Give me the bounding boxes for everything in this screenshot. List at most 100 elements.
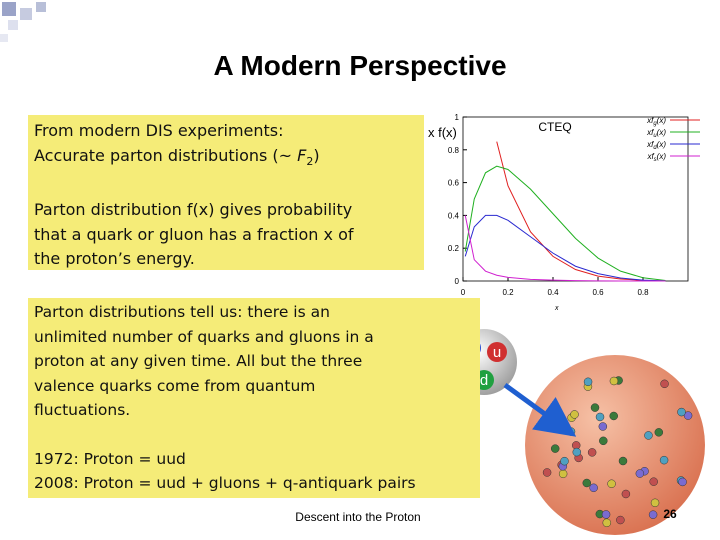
legend-label: xfu(x) (646, 128, 666, 139)
parton (648, 510, 658, 519)
text-line: Parton distribution f(x) gives probabili… (34, 200, 353, 220)
text-box: Parton distributions tell us: there is a… (28, 298, 480, 498)
legend-text: u (653, 133, 657, 139)
chart-title: CTEQ (538, 120, 571, 134)
parton (601, 510, 611, 519)
text-box: From modern DIS experiments: Accurate pa… (28, 115, 424, 270)
legend-text: xf (646, 140, 654, 149)
x-axis-label: x (554, 305, 559, 312)
quark (487, 342, 507, 362)
text-line: the proton’s energy. (34, 249, 195, 269)
series-line (496, 141, 666, 282)
series-line (464, 165, 666, 282)
parton (590, 403, 600, 412)
parton (609, 376, 619, 386)
decor-square (2, 2, 16, 16)
parton (683, 411, 693, 420)
legend-text: xf (646, 152, 654, 161)
text-line: valence quarks come from quantum (34, 376, 316, 395)
text-line: proton at any given time. All but the th… (34, 352, 363, 370)
parton (678, 477, 687, 487)
parton (660, 379, 669, 389)
parton (602, 518, 612, 528)
y-tick-label: 0.4 (448, 211, 460, 220)
quark-label: u (493, 344, 501, 361)
decor-square (36, 2, 46, 12)
legend-text: xf (646, 116, 654, 125)
parton (550, 444, 560, 453)
parton (659, 455, 669, 465)
parton (558, 469, 568, 479)
footer: Descent into the Proton (295, 510, 420, 524)
text-line: that a quark or gluon has a fraction x o… (34, 224, 354, 244)
text: ) (313, 145, 320, 165)
paragraph: Parton distributions tell us: there is a… (34, 300, 480, 423)
y-tick-label: 0 (455, 277, 460, 286)
y-tick-label: 0.8 (448, 146, 460, 155)
y-tick-label: 0.6 (448, 179, 460, 188)
legend-label: xfd(x) (646, 140, 666, 151)
parton (677, 407, 686, 417)
text-line: 1972: Proton = uud (34, 449, 186, 468)
series-line (464, 214, 666, 282)
parton (650, 498, 660, 508)
parton (654, 428, 664, 437)
text: Accurate parton distributions (~ (34, 145, 298, 165)
text-line: fluctuations. (34, 401, 131, 419)
legend-text: (x) (657, 128, 667, 137)
parton (618, 456, 628, 466)
title: A Modern Perspective (213, 50, 507, 81)
y-tick-label: 0.2 (448, 244, 460, 253)
legend-text: xf (646, 128, 654, 137)
legend-text: (x) (657, 140, 667, 149)
text: F (297, 145, 307, 165)
legend-text: (x) (657, 152, 667, 161)
text: 2 (306, 154, 314, 168)
parton (644, 431, 653, 440)
parton (635, 469, 645, 478)
parton (572, 447, 582, 457)
decor-square (8, 20, 18, 30)
legend-text: s (654, 157, 657, 163)
x-tick-label: 0 (461, 288, 466, 297)
legend-label: xfs(x) (646, 152, 666, 163)
decor-square (0, 34, 8, 42)
parton (566, 427, 576, 436)
text-line: Parton distributions tell us: there is a… (34, 303, 330, 321)
y-axis-label: x f(x) (428, 125, 457, 140)
parton (598, 422, 608, 431)
parton (607, 479, 616, 489)
parton (587, 448, 597, 457)
decor-square (20, 8, 32, 20)
parton (595, 412, 605, 422)
legend-label: xfg(x) (646, 116, 666, 127)
parton (583, 377, 593, 387)
legend-text: d (653, 145, 657, 151)
arrow (503, 382, 577, 437)
parton (570, 410, 579, 419)
legend-text: (x) (657, 116, 667, 125)
x-tick-label: 0.4 (547, 288, 559, 297)
text-line: unlimited number of quarks and gluons in… (34, 327, 374, 346)
parton (609, 411, 618, 421)
x-tick-label: 0.2 (502, 288, 514, 297)
parton (599, 436, 608, 446)
plot: 0 0.2 0.4 0.6 0.8 1 0 0.2 0.4 0.6 0.8 x x f(x) CTEQ xf… (428, 113, 700, 312)
parton (582, 478, 592, 488)
paragraph: 1972: Proton = uud 2008: Proton = uud + g… (34, 447, 480, 496)
parton (589, 483, 598, 493)
text-line: 2008: Proton = uud + gluons + q-antiquar… (34, 474, 416, 492)
paragraph: Parton distribution f(x) gives probabili… (34, 198, 424, 272)
parton (560, 456, 569, 466)
parton (649, 477, 658, 486)
text-line: From modern DIS experiments: (34, 121, 284, 140)
parton (616, 515, 625, 525)
x-tick-label: 0.6 (592, 288, 604, 297)
legend-text: g (653, 121, 657, 127)
page-number: 26 (663, 507, 677, 521)
parton (621, 489, 631, 499)
text-line: Accurate parton distributions (~ F2) (34, 144, 424, 175)
x-tick-label: 0.8 (637, 288, 649, 297)
y-tick-label: 1 (455, 113, 460, 122)
